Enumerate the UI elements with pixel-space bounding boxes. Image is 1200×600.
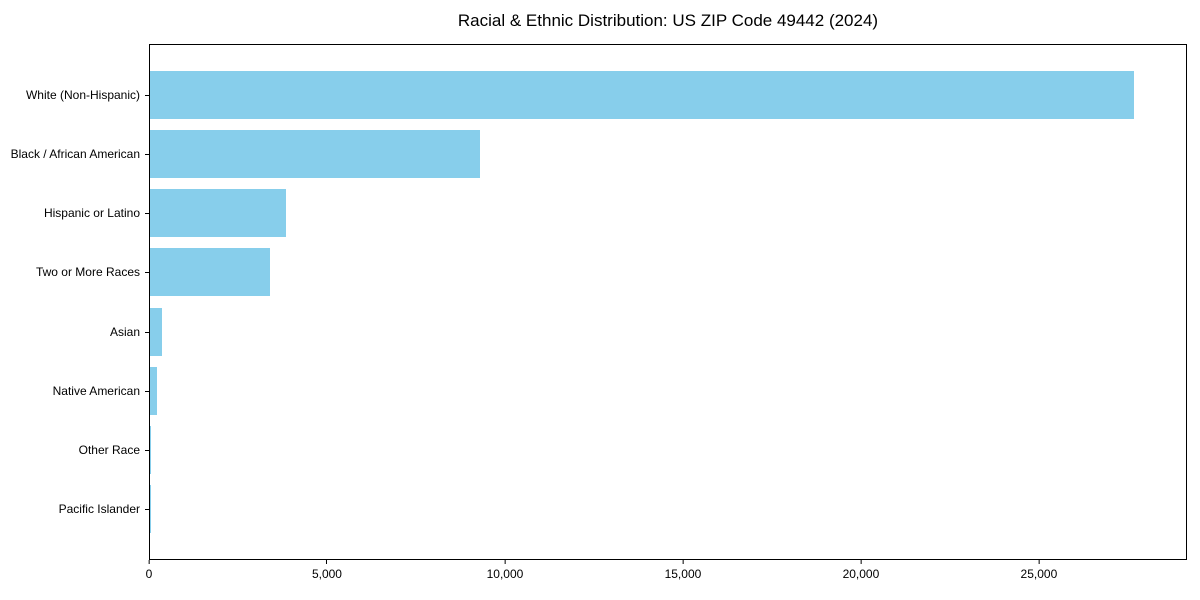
x-tick-mark (504, 560, 506, 564)
x-tick-mark (148, 560, 150, 564)
bar (150, 248, 271, 297)
x-tick-label: 20,000 (842, 567, 880, 581)
x-axis-tick: 5,000 (312, 560, 342, 581)
x-axis-tick: 0 (145, 560, 153, 581)
x-tick-label: 5,000 (311, 567, 342, 581)
chart-title: Racial & Ethnic Distribution: US ZIP Cod… (457, 11, 879, 30)
bar-row: Black / African American (11, 124, 1186, 183)
x-tick-label: 10,000 (486, 567, 524, 581)
category-label: White (Non-Hispanic) (25, 87, 140, 102)
category-label: Native American (52, 383, 140, 398)
plot-area: White (Non-Hispanic) Black / African Amer… (11, 44, 1187, 560)
y-axis-tick-mark (145, 153, 149, 155)
bar-row: Two or More Races (36, 243, 1186, 302)
y-axis-tick-mark (145, 450, 149, 452)
y-axis-tick-mark (145, 213, 149, 215)
category-label: Hispanic or Latino (43, 206, 140, 221)
bar-row: Native American (53, 361, 1186, 420)
bar-row: Hispanic or Latino (44, 184, 1186, 243)
bar (150, 307, 162, 356)
x-tick-mark (682, 560, 684, 564)
x-tick-mark (326, 560, 328, 564)
x-tick-mark (860, 560, 862, 564)
x-tick-mark (1038, 560, 1040, 564)
bar-row: White (Non-Hispanic) (26, 65, 1186, 124)
bar-row: Asian (110, 302, 1186, 361)
category-label: Other Race (78, 443, 140, 458)
bar (150, 189, 287, 238)
category-label: Pacific Islander (58, 502, 140, 517)
x-axis-tick: 20,000 (842, 560, 880, 581)
bar-row: Pacific Islander (59, 480, 1186, 539)
bar-rows: White (Non-Hispanic) Black / African Amer… (11, 45, 1186, 559)
y-axis-tick-mark (145, 509, 149, 511)
x-tick-label: 15,000 (664, 567, 702, 581)
y-axis-tick-mark (145, 272, 149, 274)
bar (150, 129, 480, 178)
bar (150, 366, 157, 415)
x-axis-ticks: 0 5,000 10,000 15,000 20,000 25,000 (145, 560, 1187, 590)
bar (150, 70, 1135, 119)
bar-row: Other Race (79, 421, 1186, 480)
bar (150, 426, 151, 475)
x-tick-label: 25,000 (1020, 567, 1058, 581)
y-axis-tick-mark (145, 390, 149, 392)
x-axis-tick: 10,000 (486, 560, 524, 581)
x-axis-tick: 25,000 (1020, 560, 1058, 581)
category-label: Black / African American (10, 146, 140, 161)
category-label: Two or More Races (35, 265, 140, 280)
x-tick-label: 0 (145, 567, 153, 581)
y-axis-tick-mark (145, 94, 149, 96)
category-label: Asian (109, 324, 140, 339)
bar (150, 485, 151, 534)
x-axis-tick: 15,000 (664, 560, 702, 581)
y-axis-tick-mark (145, 331, 149, 333)
